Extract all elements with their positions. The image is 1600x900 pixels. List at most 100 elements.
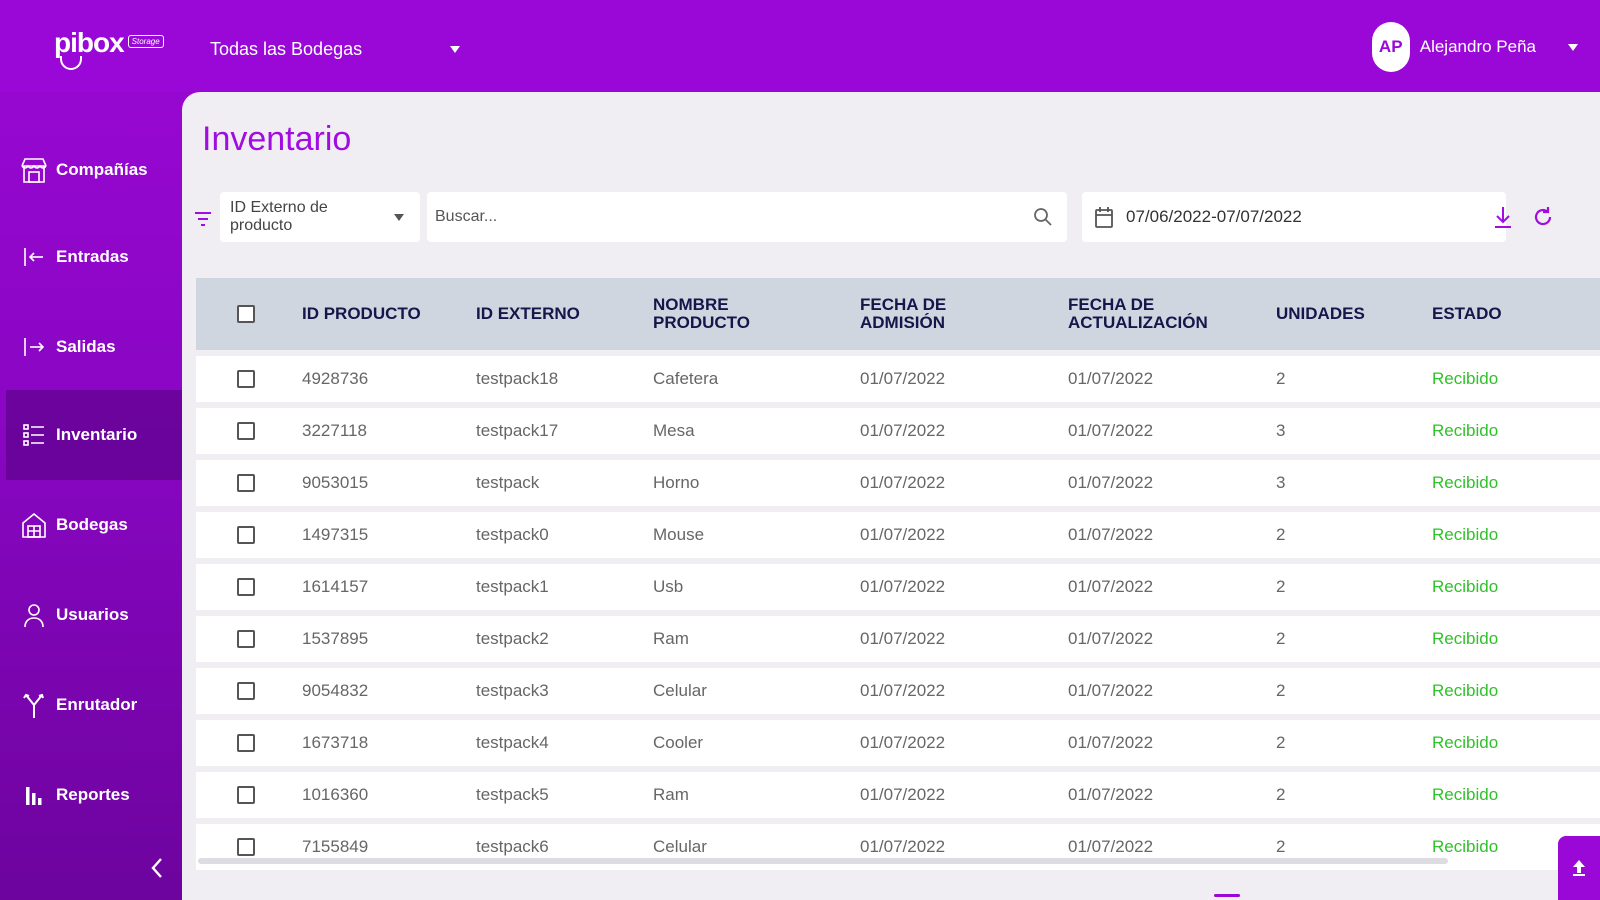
- filter-field-select[interactable]: ID Externo de producto: [220, 192, 420, 242]
- cell-name: Horno: [653, 473, 700, 492]
- cell-ext: testpack2: [476, 629, 549, 648]
- column-header[interactable]: UNIDADES: [1276, 304, 1365, 323]
- user-menu[interactable]: AP Alejandro Peña: [1371, 22, 1578, 72]
- sidebar-item-label: Enrutador: [56, 695, 138, 714]
- cell-id: 9053015: [302, 473, 369, 492]
- page-title: Inventario: [202, 120, 352, 158]
- warehouse-selector[interactable]: Todas las Bodegas: [210, 34, 460, 64]
- cell-status: Recibido: [1432, 473, 1499, 492]
- sidebar-item-salidas[interactable]: Salidas: [6, 302, 182, 392]
- pagination-indicator: [1214, 894, 1240, 897]
- cell-id: 1673718: [302, 733, 369, 752]
- cell-id: 3227118: [302, 421, 367, 440]
- cell-status: Recibido: [1432, 525, 1499, 544]
- row-checkbox[interactable]: [237, 838, 255, 856]
- cell-ext: testpack5: [476, 785, 549, 804]
- list-icon: [20, 421, 48, 449]
- table-row[interactable]: 1537895 testpack2 Ram 01/07/2022 01/07/2022 2…: [196, 616, 1600, 662]
- cell-admission: 01/07/2022: [860, 369, 946, 388]
- cell-status: Recibido: [1432, 681, 1499, 700]
- cell-name: Ram: [653, 629, 689, 648]
- sidebar-item-entradas[interactable]: Entradas: [6, 212, 182, 302]
- arrow-in-icon: [20, 243, 48, 271]
- sidebar-item-label: Reportes: [56, 785, 130, 804]
- row-checkbox[interactable]: [237, 526, 255, 544]
- inventory-table: ID PRODUCTO ID EXTERNO NOMBRE PRODUCTO F…: [196, 278, 1600, 878]
- sidebar-item-companias[interactable]: Compañías: [6, 125, 182, 215]
- cell-admission: 01/07/2022: [860, 577, 946, 596]
- column-header[interactable]: ID PRODUCTO: [302, 304, 421, 323]
- sidebar-item-label: Entradas: [56, 247, 129, 266]
- sidebar-item-label: Inventario: [56, 425, 138, 444]
- column-header[interactable]: ID EXTERNO: [476, 304, 580, 323]
- table-row[interactable]: 9053015 testpack Horno 01/07/2022 01/07/2022…: [196, 460, 1600, 506]
- cell-status: Recibido: [1432, 421, 1499, 440]
- row-checkbox[interactable]: [237, 734, 255, 752]
- cell-ext: testpack1: [476, 577, 549, 596]
- cell-admission: 01/07/2022: [860, 473, 946, 492]
- cell-ext: testpack6: [476, 837, 549, 856]
- cell-updated: 01/07/2022: [1068, 473, 1154, 492]
- sidebar-item-bodegas[interactable]: Bodegas: [6, 480, 182, 570]
- cell-units: 2: [1276, 837, 1286, 856]
- select-all-checkbox[interactable]: [237, 305, 255, 323]
- cell-units: 2: [1276, 577, 1286, 596]
- collapse-sidebar-button[interactable]: [145, 856, 169, 880]
- search-box: [427, 192, 1067, 242]
- row-checkbox[interactable]: [237, 422, 255, 440]
- cell-admission: 01/07/2022: [860, 421, 946, 440]
- table-row[interactable]: 9054832 testpack3 Celular 01/07/2022 01/07/2…: [196, 668, 1600, 714]
- row-checkbox[interactable]: [237, 370, 255, 388]
- warehouse-selector-label: Todas las Bodegas: [210, 38, 363, 59]
- row-checkbox[interactable]: [237, 578, 255, 596]
- filter-icon[interactable]: [194, 210, 212, 228]
- table-row[interactable]: 1614157 testpack1 Usb 01/07/2022 01/07/2022 2…: [196, 564, 1600, 610]
- sidebar-item-label: Usuarios: [56, 605, 129, 624]
- cell-name: Mesa: [653, 421, 695, 440]
- row-checkbox[interactable]: [237, 630, 255, 648]
- table-row[interactable]: 1016360 testpack5 Ram 01/07/2022 01/07/2022 2…: [196, 772, 1600, 818]
- table-row[interactable]: 1673718 testpack4 Cooler 01/07/2022 01/07/20…: [196, 720, 1600, 766]
- column-header[interactable]: FECHA DE ACTUALIZACIÓN: [1068, 295, 1208, 332]
- cell-ext: testpack4: [476, 733, 549, 752]
- cell-admission: 01/07/2022: [860, 629, 946, 648]
- column-header[interactable]: NOMBRE PRODUCTO: [653, 295, 750, 332]
- row-checkbox[interactable]: [237, 682, 255, 700]
- bar-chart-icon: [20, 781, 48, 809]
- cell-id: 1537895: [302, 629, 369, 648]
- horizontal-scrollbar[interactable]: [198, 858, 1448, 864]
- refresh-icon: [1534, 207, 1552, 226]
- header-checkbox-cell: [196, 305, 302, 323]
- table-row[interactable]: 1497315 testpack0 Mouse 01/07/2022 01/07/202…: [196, 512, 1600, 558]
- download-button[interactable]: [1490, 204, 1516, 230]
- row-checkbox[interactable]: [237, 474, 255, 492]
- date-range-picker[interactable]: 07/06/2022-07/07/2022: [1082, 192, 1506, 242]
- upload-button[interactable]: [1558, 836, 1600, 900]
- pibox-logo[interactable]: pibox Storage: [54, 26, 164, 70]
- table-row[interactable]: 3227118 testpack17 Mesa 01/07/2022 01/07/202…: [196, 408, 1600, 454]
- cell-units: 2: [1276, 733, 1286, 752]
- table-header: ID PRODUCTO ID EXTERNO NOMBRE PRODUCTO F…: [196, 278, 1600, 350]
- download-icon: [1495, 207, 1511, 228]
- store-icon: [20, 156, 48, 184]
- row-checkbox-cell: [196, 682, 302, 700]
- sidebar-item-enrutador[interactable]: Enrutador: [6, 660, 182, 750]
- table-row[interactable]: 4928736 testpack18 Cafetera 01/07/2022 01/07…: [196, 356, 1600, 402]
- search-input[interactable]: [435, 208, 1033, 226]
- column-header[interactable]: ESTADO: [1432, 304, 1502, 323]
- sidebar-item-usuarios[interactable]: Usuarios: [6, 570, 182, 660]
- date-range-value: 07/06/2022-07/07/2022: [1126, 207, 1302, 226]
- sidebar-item-reportes[interactable]: Reportes: [6, 750, 182, 840]
- cell-name: Celular: [653, 837, 707, 856]
- column-header[interactable]: FECHA DE ADMISIÓN: [860, 295, 947, 332]
- row-checkbox[interactable]: [237, 786, 255, 804]
- cell-status: Recibido: [1432, 369, 1499, 388]
- refresh-button[interactable]: [1530, 204, 1556, 230]
- cell-admission: 01/07/2022: [860, 785, 946, 804]
- cell-status: Recibido: [1432, 629, 1499, 648]
- cell-updated: 01/07/2022: [1068, 681, 1154, 700]
- sidebar-item-inventario[interactable]: Inventario: [6, 390, 182, 480]
- cell-name: Mouse: [653, 525, 705, 544]
- user-icon: [20, 601, 48, 629]
- search-icon[interactable]: [1033, 207, 1053, 227]
